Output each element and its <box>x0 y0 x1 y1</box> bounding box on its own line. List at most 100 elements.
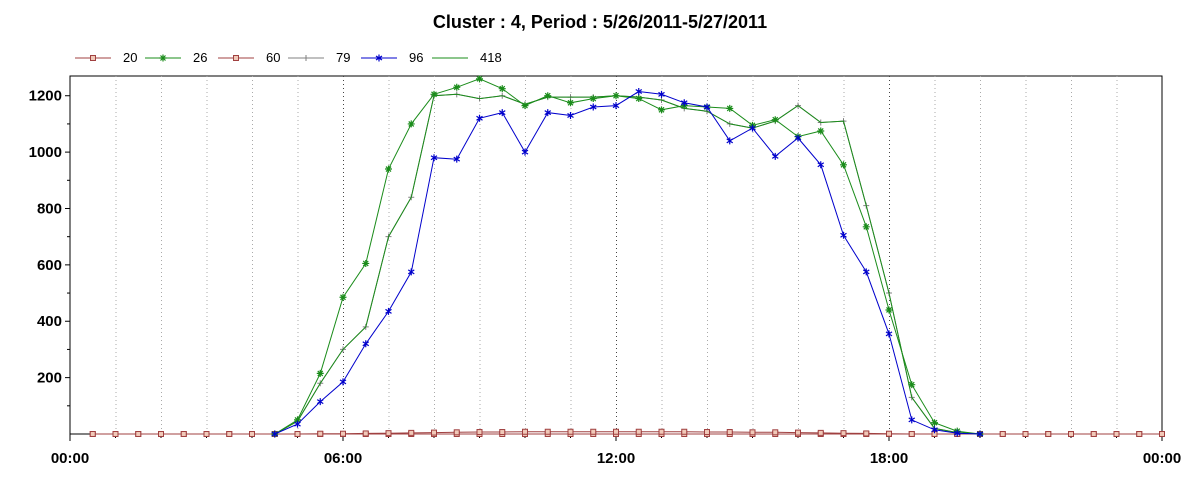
series-418 <box>274 93 981 435</box>
legend-label: 60 <box>266 50 281 65</box>
data-point <box>203 431 210 437</box>
data-point <box>112 431 119 437</box>
data-point <box>953 429 961 437</box>
data-point <box>1022 431 1029 437</box>
x-tick-label: 00:00 <box>1143 450 1181 467</box>
data-point <box>226 431 233 437</box>
data-point <box>704 429 710 436</box>
data-point <box>362 430 369 437</box>
data-point <box>407 120 415 128</box>
data-point <box>1136 431 1143 437</box>
data-point <box>180 431 187 437</box>
data-point <box>476 114 483 122</box>
data-point <box>294 420 301 428</box>
data-point <box>976 430 984 438</box>
data-point <box>658 428 665 435</box>
x-tick-label: 06:00 <box>324 450 362 467</box>
series-line-20 <box>92 431 1162 435</box>
data-point <box>407 268 415 276</box>
data-point <box>431 429 437 436</box>
data-point <box>362 259 370 267</box>
data-point <box>316 369 324 377</box>
data-point <box>635 95 643 103</box>
data-point <box>544 92 552 100</box>
data-point <box>385 430 392 437</box>
data-point <box>635 428 642 435</box>
data-point <box>817 161 825 169</box>
data-point <box>589 95 597 103</box>
series-line-26 <box>274 78 981 435</box>
data-point <box>567 99 574 107</box>
data-point <box>499 429 506 436</box>
data-point <box>1159 431 1165 437</box>
y-tick-label: 400 <box>37 313 62 330</box>
data-point <box>612 102 620 110</box>
legend-swatch <box>361 54 397 62</box>
data-point <box>703 103 711 111</box>
legend-marker <box>90 55 96 61</box>
plot-area <box>69 75 1163 435</box>
data-point <box>317 430 324 437</box>
x-tick-label: 12:00 <box>597 450 635 467</box>
data-point <box>771 116 779 124</box>
data-point <box>339 378 347 386</box>
data-point <box>885 306 893 314</box>
data-point <box>249 431 255 437</box>
data-point <box>590 428 597 435</box>
data-point <box>1068 431 1074 437</box>
data-point <box>658 106 665 114</box>
data-point <box>567 428 574 435</box>
y-tick-label: 800 <box>37 200 62 217</box>
data-point <box>430 90 438 98</box>
data-point <box>885 330 893 338</box>
data-point <box>294 416 301 424</box>
data-point <box>158 431 164 437</box>
data-point <box>862 223 870 231</box>
data-point <box>726 104 734 112</box>
data-point <box>362 340 370 348</box>
legend-marker <box>303 55 309 61</box>
data-point <box>476 429 483 436</box>
data-point <box>886 430 892 437</box>
data-point <box>863 430 870 437</box>
data-point <box>89 431 96 437</box>
data-point <box>385 307 392 315</box>
data-point <box>567 111 574 119</box>
data-point <box>316 398 324 406</box>
data-point <box>772 429 779 436</box>
data-point <box>862 268 870 276</box>
data-point <box>408 429 415 436</box>
legend-label: 96 <box>409 50 424 65</box>
data-point <box>908 431 915 437</box>
data-point <box>522 428 528 435</box>
data-point <box>589 103 597 111</box>
data-point <box>135 431 142 437</box>
data-point <box>680 99 688 107</box>
series-20 <box>89 428 1165 437</box>
legend-marker <box>375 54 383 62</box>
legend-marker <box>233 55 239 61</box>
data-point <box>794 134 802 142</box>
data-point <box>612 92 620 100</box>
series-96 <box>271 88 984 438</box>
y-tick-label: 1200 <box>29 88 62 105</box>
legend-label: 26 <box>193 50 208 65</box>
data-point <box>339 293 347 301</box>
data-point <box>453 429 460 436</box>
legend-swatch <box>75 55 111 61</box>
y-tick-label: 200 <box>37 370 62 387</box>
data-point <box>817 127 825 135</box>
data-point <box>544 428 551 435</box>
data-point <box>795 429 801 436</box>
data-point <box>726 137 734 145</box>
legend-label: 79 <box>336 50 351 65</box>
data-point <box>521 148 529 156</box>
data-point <box>681 428 688 435</box>
data-point <box>453 83 461 91</box>
data-point <box>931 419 938 427</box>
series-line-418 <box>274 93 981 435</box>
data-point <box>1045 431 1052 437</box>
data-point <box>430 154 438 162</box>
legend-swatch <box>218 55 254 61</box>
